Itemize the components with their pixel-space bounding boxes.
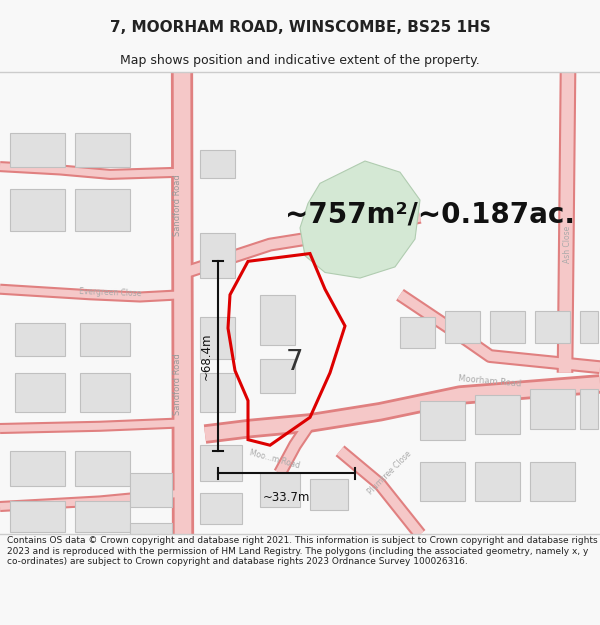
- Polygon shape: [400, 317, 435, 348]
- Polygon shape: [200, 150, 235, 178]
- Polygon shape: [475, 395, 520, 434]
- Polygon shape: [200, 317, 235, 359]
- Text: 7: 7: [286, 348, 304, 376]
- Polygon shape: [535, 311, 570, 342]
- Text: ~33.7m: ~33.7m: [263, 491, 310, 504]
- Polygon shape: [10, 451, 65, 486]
- Polygon shape: [10, 501, 65, 532]
- Polygon shape: [75, 189, 130, 231]
- Text: Sandford Road: Sandford Road: [173, 353, 182, 415]
- Polygon shape: [80, 372, 130, 412]
- Text: Sandford Road: Sandford Road: [173, 175, 182, 236]
- Polygon shape: [445, 311, 480, 342]
- Polygon shape: [530, 389, 575, 429]
- Polygon shape: [15, 322, 65, 356]
- Text: Contains OS data © Crown copyright and database right 2021. This information is : Contains OS data © Crown copyright and d…: [7, 536, 598, 566]
- Polygon shape: [260, 295, 295, 345]
- Polygon shape: [10, 133, 65, 167]
- Polygon shape: [310, 479, 348, 510]
- Text: ~68.4m: ~68.4m: [199, 332, 212, 380]
- Polygon shape: [490, 311, 525, 342]
- Polygon shape: [200, 372, 235, 412]
- Text: Evergreen Close: Evergreen Close: [79, 287, 141, 298]
- Polygon shape: [80, 322, 130, 356]
- Polygon shape: [475, 462, 520, 501]
- Polygon shape: [530, 462, 575, 501]
- Polygon shape: [200, 445, 242, 481]
- Text: Ash Close: Ash Close: [563, 226, 571, 263]
- Polygon shape: [580, 311, 598, 342]
- Polygon shape: [300, 161, 420, 278]
- Polygon shape: [200, 493, 242, 524]
- Polygon shape: [420, 462, 465, 501]
- Text: Map shows position and indicative extent of the property.: Map shows position and indicative extent…: [120, 54, 480, 67]
- Polygon shape: [15, 372, 65, 412]
- Text: Plumtree Close: Plumtree Close: [367, 449, 413, 497]
- Polygon shape: [75, 501, 130, 532]
- Polygon shape: [130, 473, 172, 506]
- Polygon shape: [200, 234, 235, 278]
- Polygon shape: [420, 401, 465, 439]
- Polygon shape: [75, 451, 130, 486]
- Polygon shape: [75, 133, 130, 167]
- Text: Moorham Road: Moorham Road: [458, 374, 522, 389]
- Text: ~757m²/~0.187ac.: ~757m²/~0.187ac.: [285, 201, 575, 229]
- Polygon shape: [580, 389, 598, 429]
- Polygon shape: [10, 189, 65, 231]
- Polygon shape: [260, 359, 295, 393]
- Text: 7, MOORHAM ROAD, WINSCOMBE, BS25 1HS: 7, MOORHAM ROAD, WINSCOMBE, BS25 1HS: [110, 20, 490, 35]
- Polygon shape: [260, 473, 300, 506]
- Text: Moo...m Road: Moo...m Road: [248, 449, 301, 471]
- Polygon shape: [130, 523, 172, 554]
